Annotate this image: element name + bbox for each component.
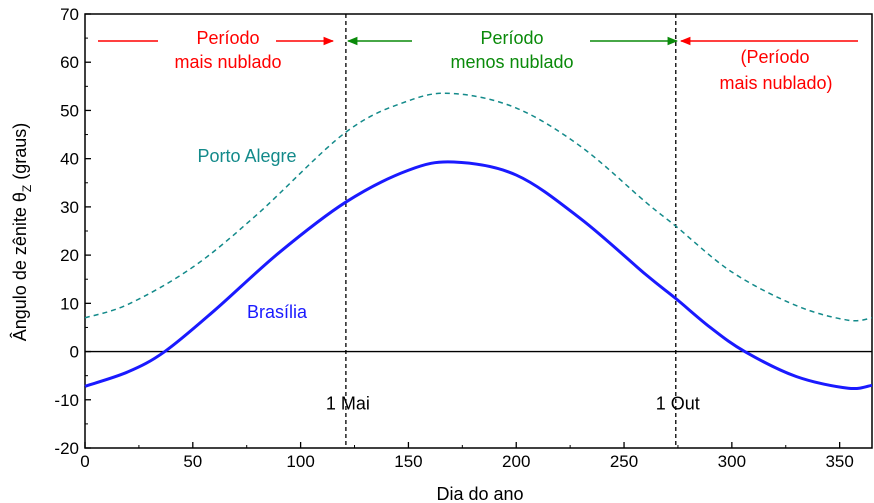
x-tick-label-100: 100 (286, 452, 314, 471)
y-axis-title-main: Ângulo de zênite θ (10, 192, 30, 341)
x-tick-label-0: 0 (80, 452, 89, 471)
y-axis-title-subscript: Z (20, 185, 34, 192)
y-tick-label-0: 0 (70, 343, 79, 362)
vertical-line-label-2: 1 Out (656, 393, 700, 413)
series-layer (84, 92, 873, 391)
annotations: Período mais nublado Período menos nublado (… (98, 28, 858, 322)
x-axis-title: Dia do ano (436, 484, 523, 503)
x-tick-label-250: 250 (610, 452, 638, 471)
vertical-line-label-1: 1 Mai (326, 393, 370, 413)
period-mid-line1: Período (480, 28, 543, 48)
y-tick-label-40: 40 (60, 150, 79, 169)
x-tick-label-150: 150 (394, 452, 422, 471)
y-tick-label-50: 50 (60, 101, 79, 120)
series-line-porto-alegre (84, 92, 873, 322)
y-tick-label-20: 20 (60, 246, 79, 265)
period-mid-line2: menos nublado (450, 52, 573, 72)
y-tick-label--20: -20 (54, 439, 79, 458)
y-axis-title-tail: (graus) (10, 123, 30, 185)
axis-ticks: 0 50 100 150 200 250 300 350 -20 -10 0 10 20 30 40 50 60… (54, 5, 853, 471)
x-tick-label-50: 50 (183, 452, 202, 471)
series-line-brasilia (84, 160, 873, 391)
y-tick-label-10: 10 (60, 294, 79, 313)
x-tick-label-300: 300 (718, 452, 746, 471)
period-right-line2: mais nublado) (719, 73, 832, 93)
y-tick-label--10: -10 (54, 391, 79, 410)
y-tick-label-70: 70 (60, 5, 79, 24)
reference-lines: 1 Mai 1 Out (85, 14, 872, 448)
x-tick-label-200: 200 (502, 452, 530, 471)
brasilia-label: Brasília (247, 302, 308, 322)
y-axis-title: Ângulo de zênite θZ (graus) (10, 123, 34, 341)
porto-alegre-label: Porto Alegre (197, 146, 296, 166)
period-left-line2: mais nublado (174, 52, 281, 72)
y-tick-label-60: 60 (60, 53, 79, 72)
x-tick-label-350: 350 (825, 452, 853, 471)
period-right-line1: (Período (740, 47, 809, 67)
period-left-line1: Período (196, 28, 259, 48)
y-tick-label-30: 30 (60, 198, 79, 217)
